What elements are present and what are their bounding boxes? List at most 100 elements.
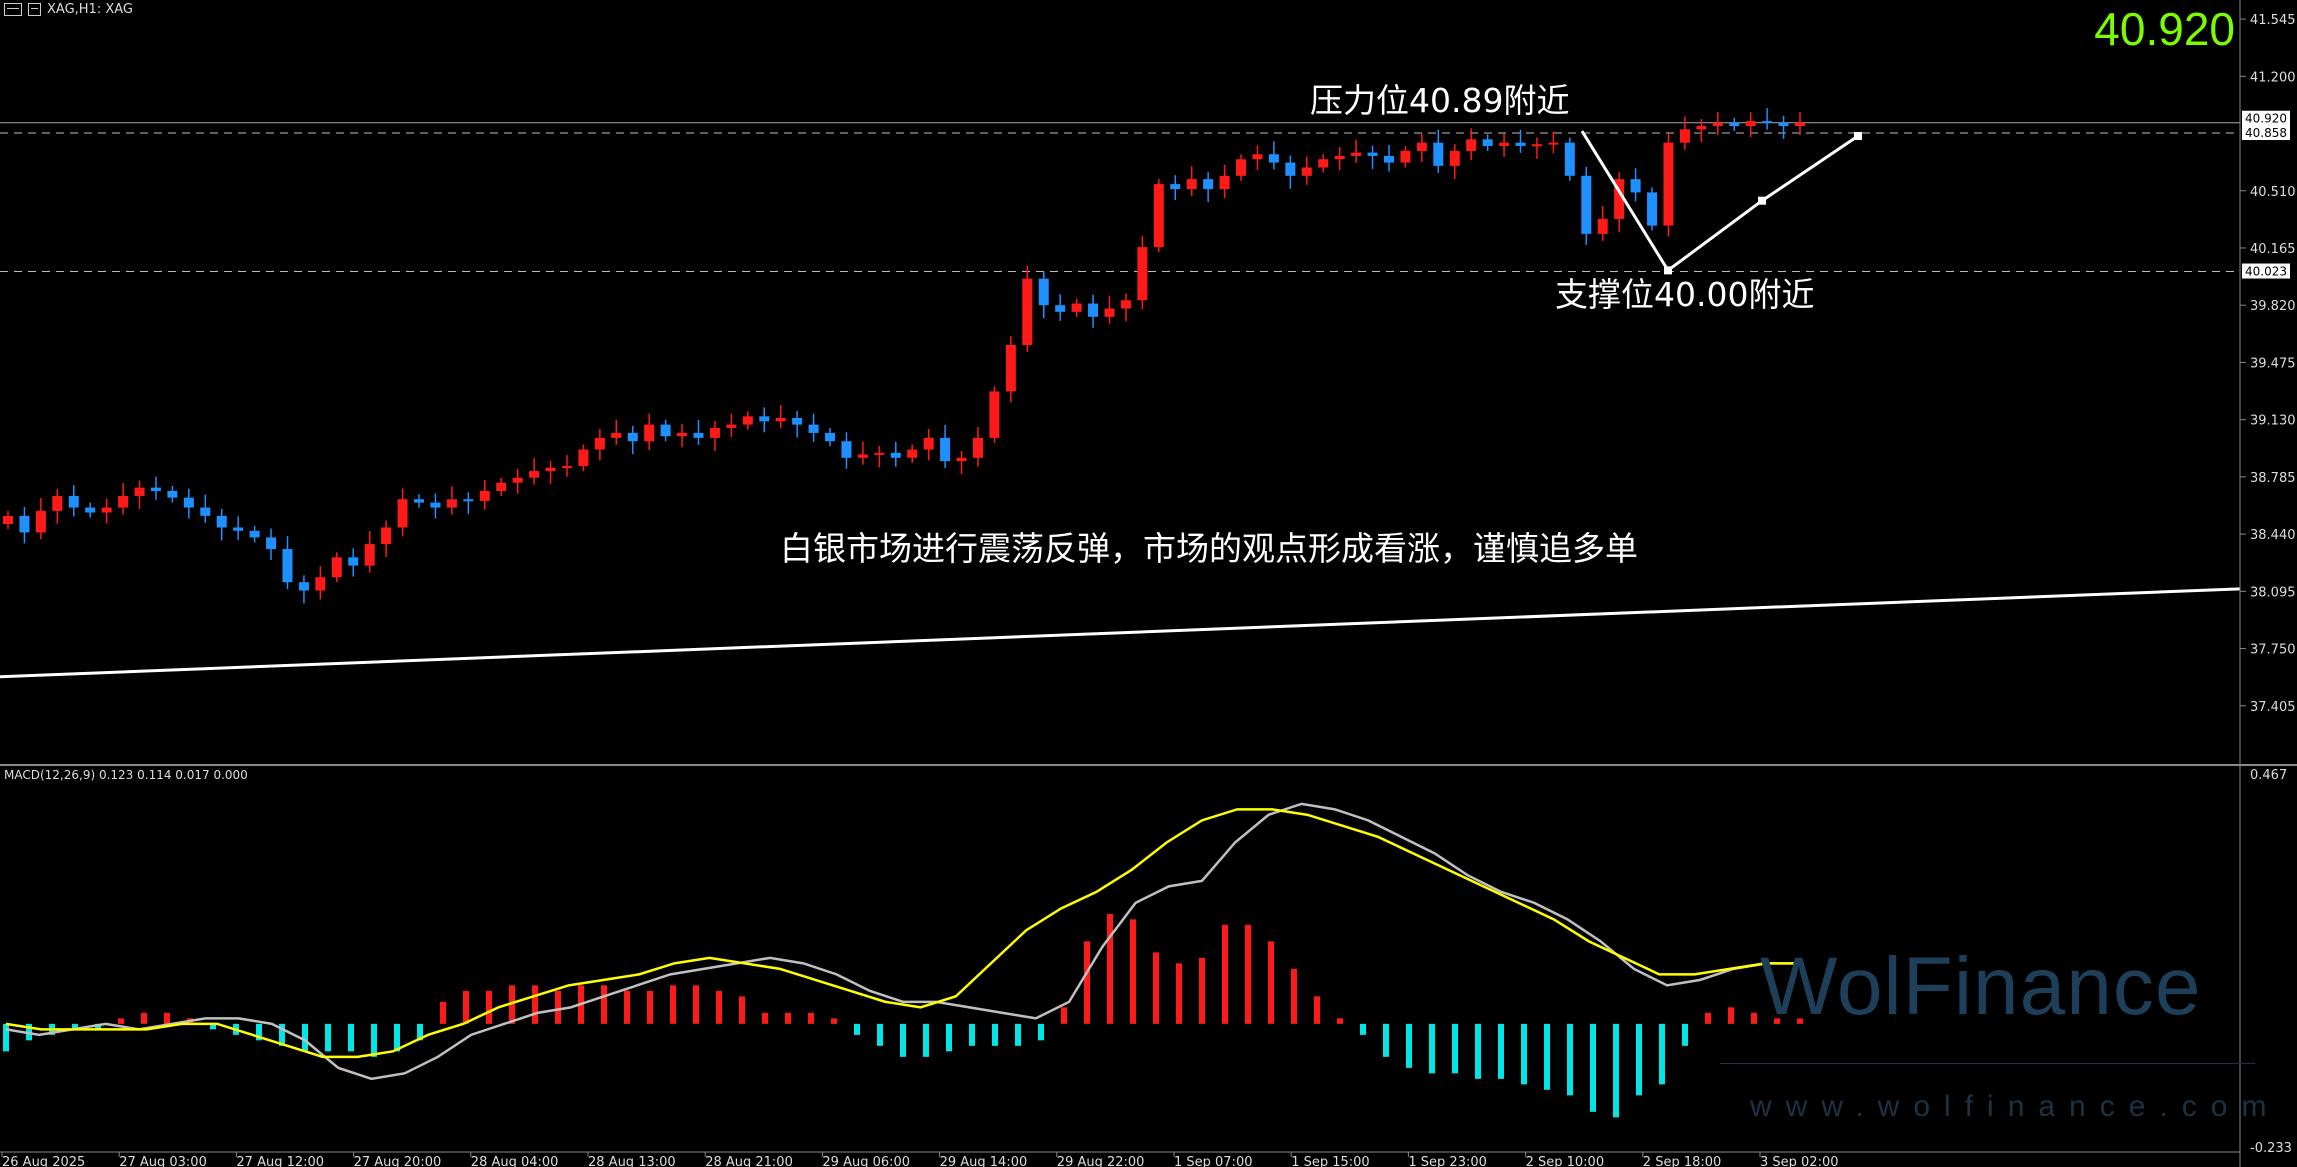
chart-title: XAG,H1: XAG	[47, 2, 133, 17]
macd-histogram-bar	[1360, 1023, 1366, 1035]
macd-histogram-bar	[555, 990, 561, 1024]
candle-body	[479, 490, 490, 501]
candle-body	[414, 499, 425, 503]
candle-body	[19, 515, 30, 533]
candle-body	[85, 507, 96, 513]
macd-histogram-bar	[1452, 1023, 1458, 1074]
macd-histogram-bar	[394, 1023, 400, 1052]
candle	[1515, 129, 1526, 153]
candle	[414, 494, 425, 508]
candle	[364, 531, 375, 573]
candle	[1564, 137, 1575, 181]
macd-histogram-bar	[3, 1023, 9, 1052]
candle	[1318, 154, 1329, 173]
candle	[496, 477, 507, 496]
macd-histogram-bar	[141, 1012, 147, 1024]
candle-body	[1219, 175, 1230, 190]
watermark-brand: WolFinance	[1760, 941, 2202, 1032]
candle	[381, 520, 392, 557]
macd-histogram-bar	[1268, 941, 1274, 1024]
candle-body	[792, 417, 803, 425]
price-tick-label: 37.750	[2250, 643, 2296, 658]
macd-histogram-bar	[1038, 1023, 1044, 1041]
candle	[677, 423, 688, 448]
macd-histogram-bar	[486, 990, 492, 1024]
market-comment: 白银市场进行震荡反弹，市场的观点形成看涨，谨慎追多单	[780, 529, 1638, 568]
candle-body	[1022, 278, 1033, 346]
candle-body	[1795, 122, 1805, 127]
candle	[216, 508, 227, 541]
candle-body	[1153, 184, 1164, 248]
candle-body	[841, 441, 852, 458]
projection-node	[1854, 132, 1862, 141]
candle	[1597, 206, 1608, 241]
macd-histogram-bar	[1682, 1023, 1688, 1046]
candle	[19, 506, 30, 544]
candle-body	[677, 432, 688, 437]
candle	[1219, 164, 1230, 199]
macd-histogram-bar	[1705, 1012, 1711, 1024]
candle-body	[216, 515, 227, 528]
resistance-annotation: 压力位40.89附近	[1310, 81, 1570, 120]
candle	[660, 419, 671, 442]
candle-body	[315, 577, 326, 591]
candle	[200, 494, 211, 523]
candle	[1170, 175, 1181, 201]
candle-body	[940, 437, 951, 462]
candle-body	[1762, 121, 1773, 124]
candle	[972, 426, 983, 467]
candle	[35, 497, 46, 540]
macd-histogram-bar	[831, 1018, 837, 1024]
watermark-divider	[1720, 1063, 2255, 1064]
candle	[890, 441, 901, 467]
candle-body	[1416, 142, 1427, 151]
candle-body	[890, 452, 901, 458]
candle-body	[150, 487, 161, 491]
candle-body	[561, 466, 572, 469]
candle-body	[331, 557, 342, 578]
candle-body	[1729, 122, 1740, 127]
candle	[989, 386, 1000, 443]
candle	[249, 525, 260, 543]
candle-body	[3, 515, 13, 525]
candle	[874, 445, 885, 468]
macd-histogram-bar	[601, 985, 607, 1024]
price-tag-text: 40.023	[2245, 265, 2287, 279]
candle-body	[1515, 142, 1526, 146]
macd-histogram-bar	[256, 1023, 262, 1041]
candle	[1416, 133, 1427, 162]
candle	[1433, 129, 1444, 173]
candle-body	[1614, 179, 1625, 219]
macd-histogram-bar	[854, 1023, 860, 1035]
candle	[594, 428, 605, 461]
candle-body	[1318, 159, 1329, 168]
macd-histogram-bar	[1337, 1018, 1343, 1024]
level-lines	[0, 122, 2240, 273]
candle-body	[167, 490, 178, 498]
price-tag-bg	[2242, 110, 2290, 126]
macd-tick-label: 0.467	[2250, 768, 2287, 783]
macd-histogram-bar	[716, 990, 722, 1024]
candle	[1383, 144, 1394, 172]
candle-body	[709, 427, 720, 438]
candle-body	[249, 530, 260, 538]
candle-body	[1712, 122, 1723, 127]
candle-body	[1005, 345, 1016, 392]
candle-body	[1120, 300, 1131, 309]
macd-histogram-bar	[1797, 1018, 1803, 1024]
candle-body	[1581, 175, 1592, 234]
macd-histogram-bar	[1567, 1023, 1573, 1096]
price-tick-label: 41.545	[2250, 13, 2296, 28]
candle-body	[1071, 303, 1082, 312]
candle-body	[1055, 305, 1066, 312]
candle-body	[266, 537, 277, 550]
time-tick-label: 29 Aug 22:00	[1057, 1155, 1145, 1167]
symbol-icon[interactable]	[28, 3, 41, 16]
macd-histogram-bar	[969, 1023, 975, 1046]
candle	[825, 427, 836, 447]
chart-window-icon[interactable]	[4, 3, 22, 16]
macd-histogram-bar	[1084, 941, 1090, 1024]
candle-body	[825, 432, 836, 442]
candle-body	[578, 449, 589, 467]
candle-body	[759, 416, 770, 422]
